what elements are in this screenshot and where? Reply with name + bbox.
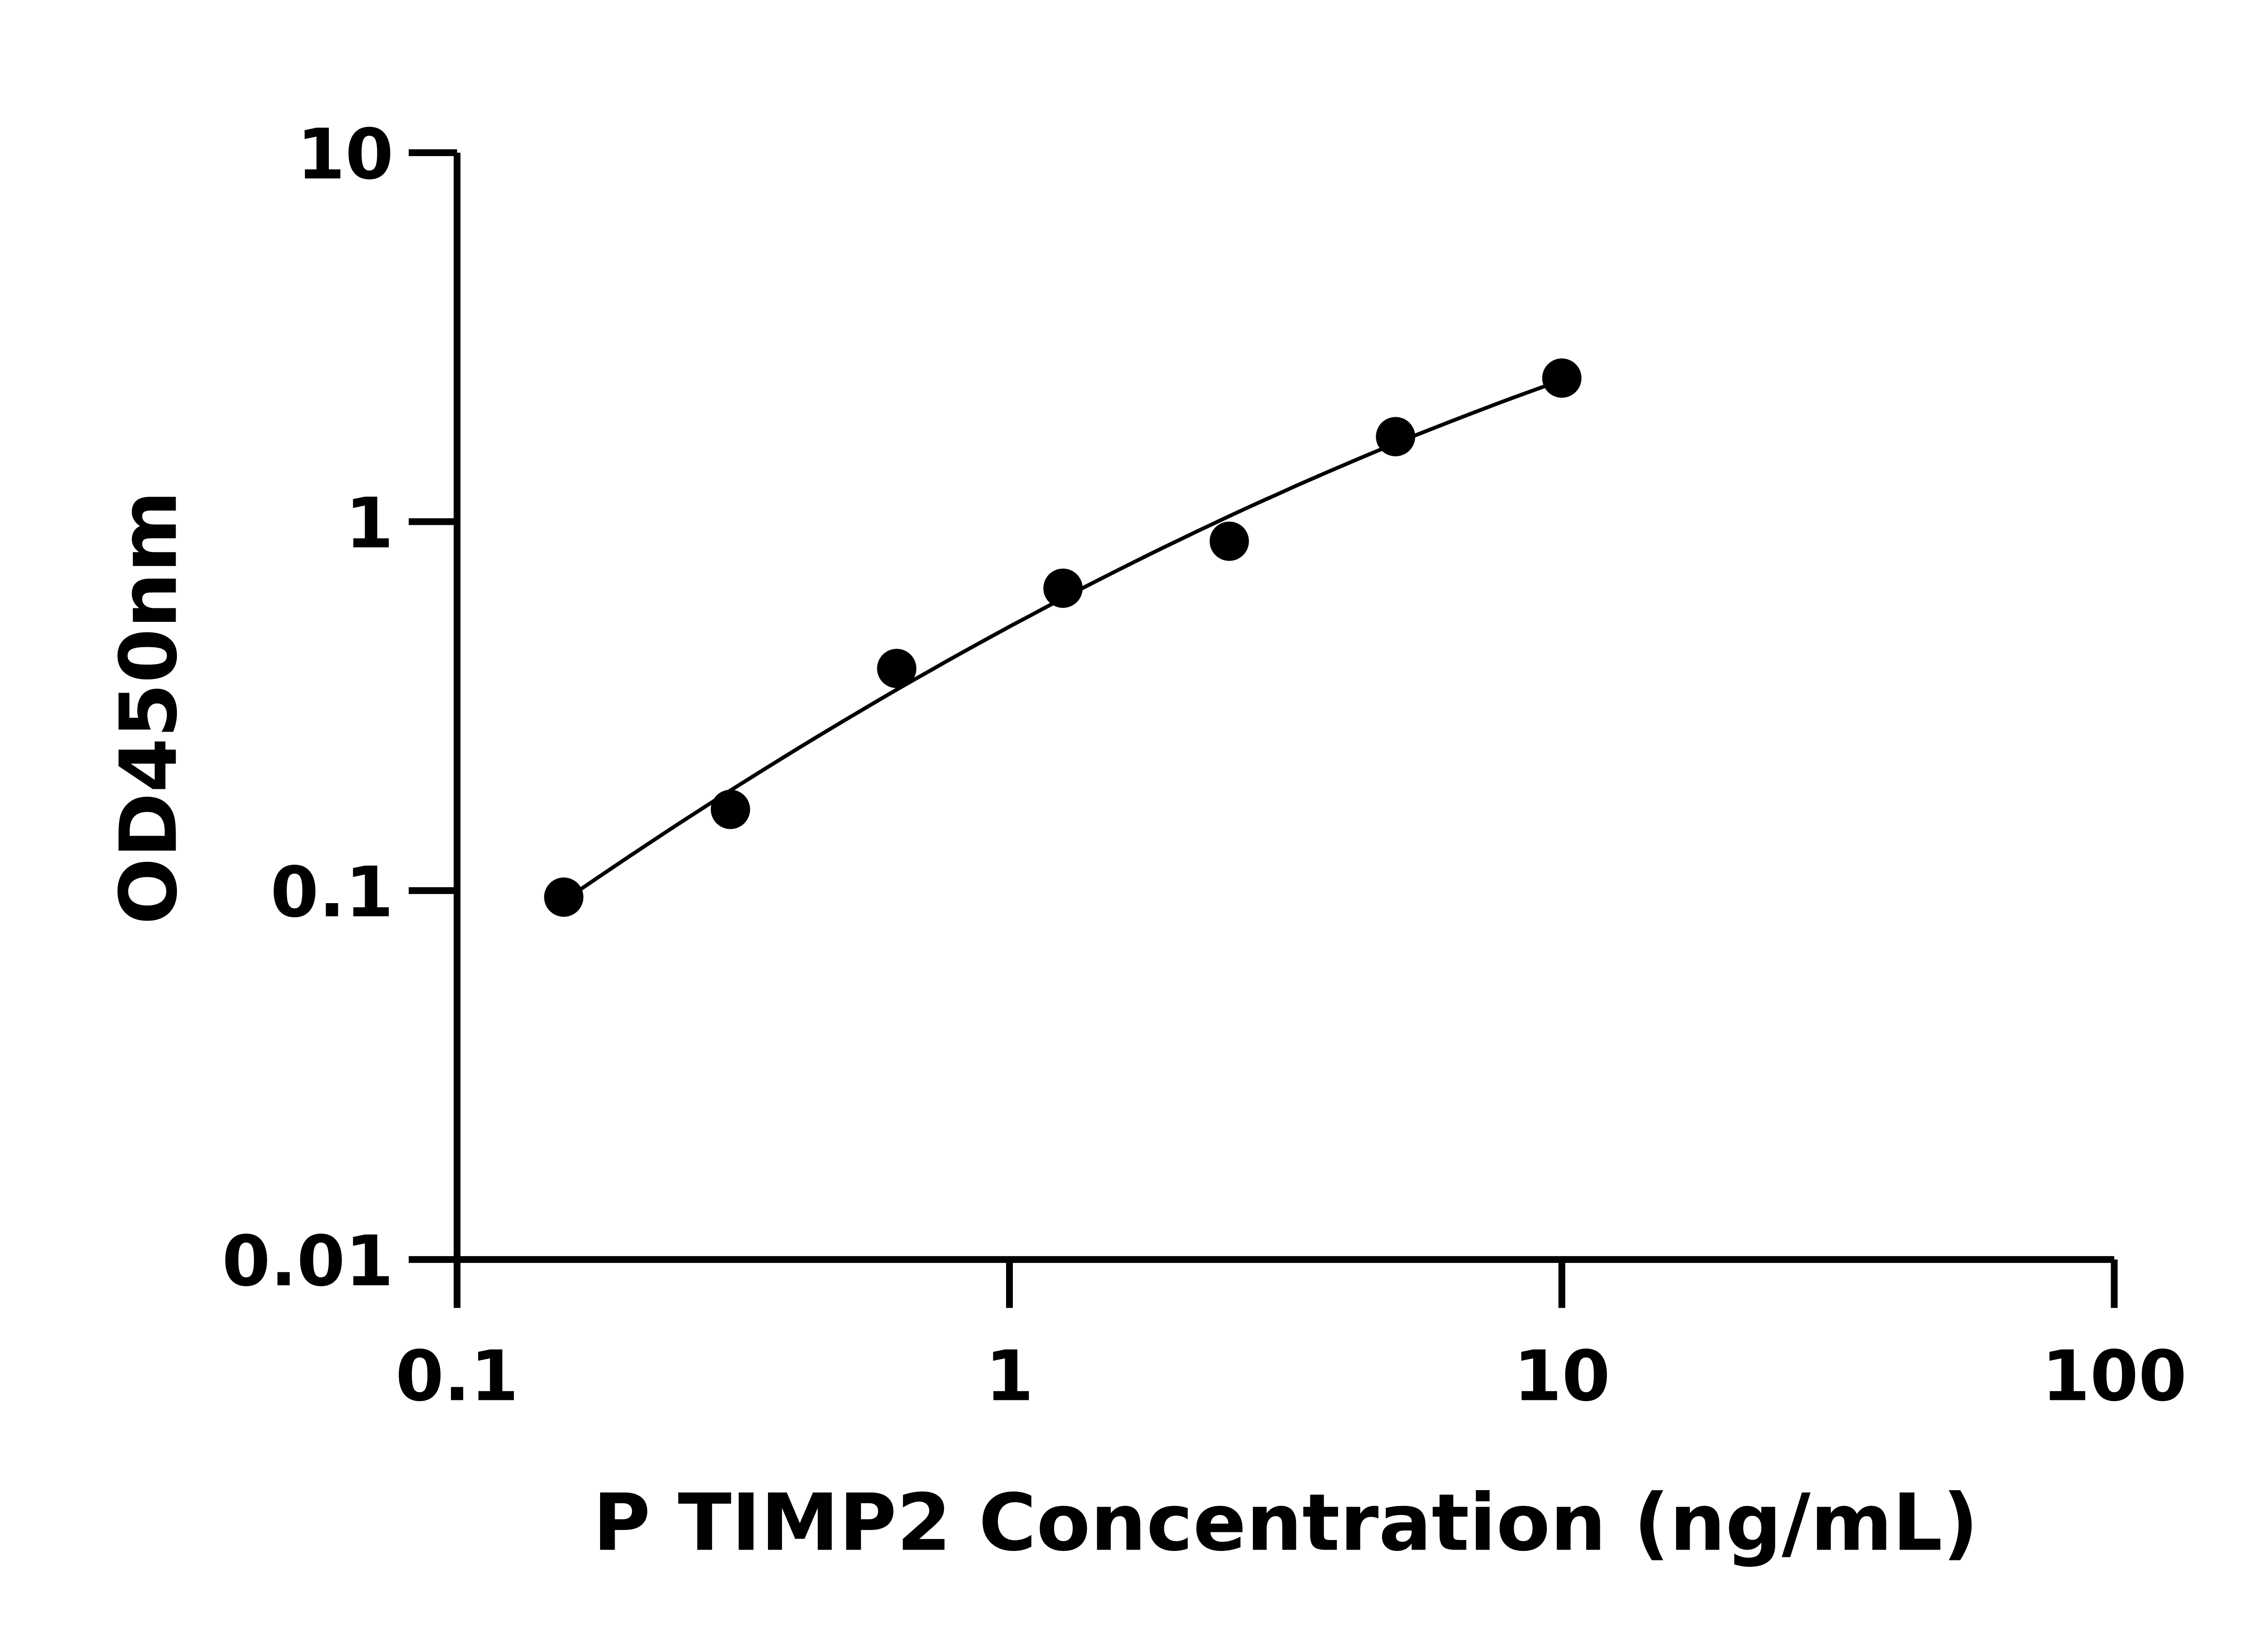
y-tick-label: 0.01 — [222, 1221, 393, 1302]
data-point — [1209, 521, 1249, 561]
x-axis-label: P TIMP2 Concentration (ng/mL) — [593, 1477, 1979, 1569]
x-tick-label: 0.1 — [396, 1336, 519, 1417]
y-tick-label: 1 — [345, 484, 394, 564]
data-point — [1043, 568, 1083, 608]
y-tick-label: 10 — [297, 114, 393, 195]
data-point — [877, 649, 917, 688]
x-tick-label: 1 — [985, 1336, 1034, 1417]
x-tick-label: 100 — [2042, 1336, 2187, 1417]
data-point — [710, 789, 750, 829]
fit-curve — [562, 378, 1563, 903]
fit-line — [562, 378, 1563, 903]
x-tick-label: 10 — [1514, 1336, 1610, 1417]
y-tick-label: 0.1 — [270, 852, 394, 933]
axes — [408, 149, 2118, 1308]
data-points — [544, 358, 1582, 917]
data-point — [544, 877, 584, 917]
y-axis-label: OD450nm — [103, 490, 195, 924]
data-point — [1376, 417, 1415, 456]
data-point — [1542, 358, 1582, 398]
